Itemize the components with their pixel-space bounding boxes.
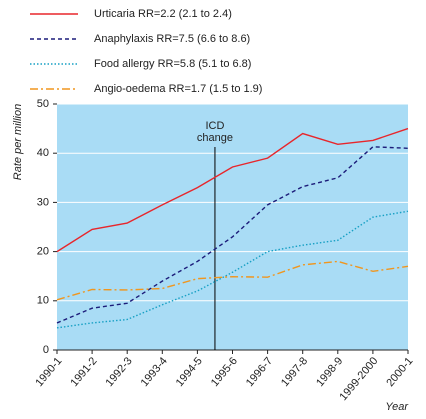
annotation: ICD — [205, 120, 224, 132]
x-tick-label: 1998-9 — [314, 355, 345, 389]
x-tick-label: 1990-1 — [33, 355, 64, 389]
y-tick-label: 50 — [37, 98, 49, 110]
legend-label: Anaphylaxis RR=7.5 (6.6 to 8.6) — [94, 33, 250, 45]
x-tick-label: 1995-6 — [209, 355, 240, 389]
legend-item: Angio-oedema RR=1.7 (1.5 to 1.9) — [30, 83, 262, 95]
x-tick-label: 2000-1 — [384, 355, 415, 389]
legend-item: Urticaria RR=2.2 (2.1 to 2.4) — [30, 8, 232, 20]
series-line — [56, 127, 409, 253]
plot-area — [57, 104, 408, 350]
x-tick-label: 1997-8 — [279, 355, 310, 389]
annotation: change — [197, 132, 233, 144]
series-line — [56, 260, 409, 301]
x-tick-label: 1991-2 — [68, 355, 99, 389]
legend-label: Food allergy RR=5.8 (5.1 to 6.8) — [94, 58, 251, 70]
y-tick-label: 10 — [37, 295, 49, 307]
series-line — [56, 210, 409, 329]
legend-item: Anaphylaxis RR=7.5 (6.6 to 8.6) — [30, 33, 250, 45]
x-tick-label: 1992-3 — [104, 355, 135, 389]
x-tick-label: 1994-5 — [174, 355, 205, 389]
legend-label: Urticaria RR=2.2 (2.1 to 2.4) — [94, 8, 232, 20]
legend-label: Angio-oedema RR=1.7 (1.5 to 1.9) — [94, 83, 262, 95]
legend-item: Food allergy RR=5.8 (5.1 to 6.8) — [30, 58, 251, 70]
x-tick-label: 1996-7 — [244, 355, 275, 389]
y-tick-label: 0 — [43, 344, 49, 356]
x-axis-label: Year — [385, 401, 409, 413]
x-tick-label: 1993-4 — [139, 355, 170, 389]
series-line — [56, 146, 409, 324]
y-tick-label: 20 — [37, 246, 49, 258]
y-axis-label: Rate per million — [12, 104, 24, 180]
y-tick-label: 30 — [37, 196, 49, 208]
y-tick-label: 40 — [37, 147, 49, 159]
